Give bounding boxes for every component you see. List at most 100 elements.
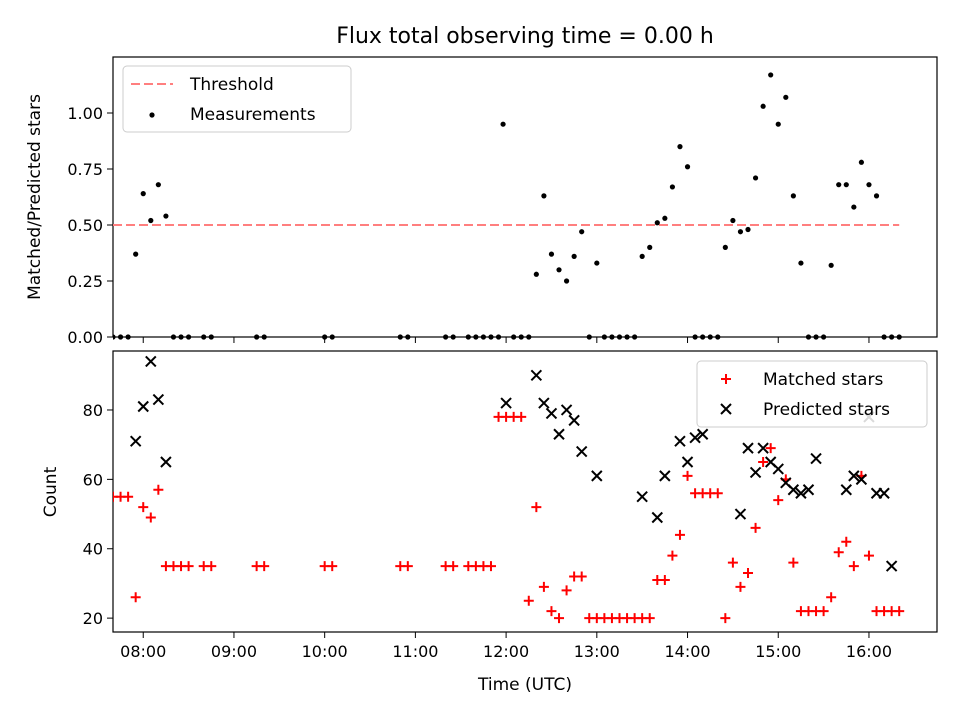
measurement-point bbox=[821, 334, 827, 340]
matched-star-point bbox=[130, 592, 141, 603]
measurement-point bbox=[647, 244, 653, 250]
x-tick-label: 09:00 bbox=[211, 642, 257, 661]
predicted-star-point bbox=[689, 432, 701, 444]
matched-star-point bbox=[138, 502, 149, 513]
measurement-point bbox=[700, 334, 706, 340]
measurement-point bbox=[155, 182, 161, 188]
plot-marks bbox=[113, 355, 905, 624]
y-tick-label: 60 bbox=[83, 470, 103, 489]
bottom-x-axis-label: Time (UTC) bbox=[477, 675, 572, 695]
measurement-point bbox=[873, 193, 880, 199]
y-tick-label: 80 bbox=[83, 401, 103, 420]
matched-star-point bbox=[644, 613, 655, 624]
matched-star-point bbox=[818, 606, 829, 617]
matched-star-point bbox=[554, 613, 565, 624]
measurement-point bbox=[533, 271, 539, 277]
matched-star-point bbox=[841, 536, 852, 547]
predicted-star-point bbox=[749, 466, 762, 479]
measurement-point bbox=[480, 334, 487, 340]
predicted-star-point bbox=[787, 484, 800, 496]
predicted-star-point bbox=[840, 484, 852, 496]
legend-box bbox=[696, 360, 928, 428]
measurement-point bbox=[170, 334, 177, 340]
legend-predicted-label: Predicted stars bbox=[763, 400, 890, 420]
matched-star-point bbox=[259, 561, 270, 572]
matched-star-point bbox=[833, 547, 844, 558]
measurement-point bbox=[133, 251, 139, 257]
matched-star-point bbox=[720, 613, 731, 624]
predicted-star-point bbox=[145, 355, 157, 368]
measurement-point bbox=[488, 334, 494, 340]
matched-star-point bbox=[561, 585, 572, 596]
top-y-axis-label: Matched/Predicted stars bbox=[25, 94, 45, 300]
matched-star-point bbox=[516, 411, 527, 422]
legend-measurements-label: Measurements bbox=[190, 105, 316, 125]
predicted-star-point bbox=[591, 470, 603, 482]
measurement-point bbox=[654, 220, 660, 226]
matched-star-point bbox=[848, 561, 859, 572]
measurement-point bbox=[707, 334, 713, 340]
matched-star-point bbox=[659, 574, 670, 585]
y-tick-label: 20 bbox=[83, 609, 103, 628]
matched-star-point bbox=[750, 522, 761, 533]
legend-predicted-swatch bbox=[720, 403, 732, 415]
measurement-point bbox=[563, 278, 570, 284]
predicted-star-point bbox=[568, 414, 580, 427]
measurement-point bbox=[586, 334, 592, 340]
legend-top: Threshold Measurements bbox=[122, 65, 352, 133]
measurement-point bbox=[722, 244, 728, 250]
matched-star-point bbox=[183, 561, 194, 572]
measurement-point bbox=[851, 204, 857, 210]
measurement-point bbox=[616, 334, 623, 340]
bottom-y-axis-label: Count bbox=[41, 466, 61, 517]
predicted-star-point bbox=[742, 442, 754, 454]
x-tick-label: 11:00 bbox=[392, 642, 438, 661]
predicted-star-point bbox=[848, 470, 860, 482]
predicted-star-point bbox=[545, 407, 558, 420]
predicted-star-point bbox=[152, 393, 165, 406]
measurement-point bbox=[889, 334, 895, 340]
matched-star-point bbox=[327, 561, 338, 572]
matched-star-point bbox=[538, 581, 549, 592]
plot-marks bbox=[113, 72, 902, 340]
plot-frame bbox=[112, 350, 938, 633]
x-tick-label: 13:00 bbox=[574, 642, 620, 661]
y-tick-label: 0.00 bbox=[67, 328, 103, 347]
predicted-star-point bbox=[659, 470, 671, 482]
measurement-point bbox=[148, 217, 154, 224]
measurement-point bbox=[768, 72, 774, 78]
matched-star-point bbox=[826, 592, 837, 603]
measurement-point bbox=[843, 182, 849, 188]
predicted-star-point bbox=[772, 463, 784, 475]
matched-star-point bbox=[448, 561, 459, 572]
matched-star-point bbox=[758, 457, 769, 468]
measurement-point bbox=[571, 253, 577, 259]
measurement-point bbox=[760, 103, 766, 109]
matched-star-point bbox=[682, 470, 693, 481]
predicted-star-point bbox=[878, 487, 890, 499]
measurement-point bbox=[541, 193, 547, 199]
measurement-point bbox=[745, 226, 751, 233]
matched-star-point bbox=[485, 561, 496, 572]
measurement-point bbox=[624, 334, 630, 340]
measurement-point bbox=[495, 334, 502, 340]
y-tick-label: 1.00 bbox=[67, 104, 103, 123]
matched-star-point bbox=[402, 561, 413, 572]
measurement-point bbox=[669, 184, 676, 190]
chart-title: Flux total observing time = 0.00 h bbox=[336, 24, 714, 49]
measurement-point bbox=[405, 334, 411, 340]
predicted-star-point bbox=[538, 397, 550, 409]
matched-star-point bbox=[576, 571, 587, 582]
measurement-point bbox=[163, 213, 169, 219]
measurement-point bbox=[208, 334, 214, 340]
measurement-point bbox=[594, 260, 600, 266]
predicted-star-point bbox=[855, 473, 868, 486]
measurement-point bbox=[113, 334, 116, 340]
measurement-point bbox=[500, 121, 506, 127]
measurement-point bbox=[662, 215, 668, 221]
matched-star-point bbox=[546, 606, 557, 617]
matched-star-point bbox=[743, 568, 754, 579]
measurement-point bbox=[526, 334, 532, 340]
measurement-point bbox=[450, 334, 456, 340]
